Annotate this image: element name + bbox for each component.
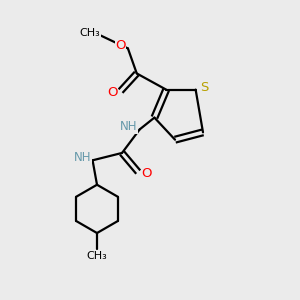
Text: CH₃: CH₃ (87, 251, 107, 261)
Text: S: S (200, 81, 208, 94)
Text: NH: NH (120, 120, 137, 133)
Text: CH₃: CH₃ (79, 28, 100, 38)
Text: O: O (141, 167, 152, 180)
Text: O: O (115, 39, 126, 52)
Text: O: O (107, 86, 118, 99)
Text: NH: NH (74, 151, 91, 164)
